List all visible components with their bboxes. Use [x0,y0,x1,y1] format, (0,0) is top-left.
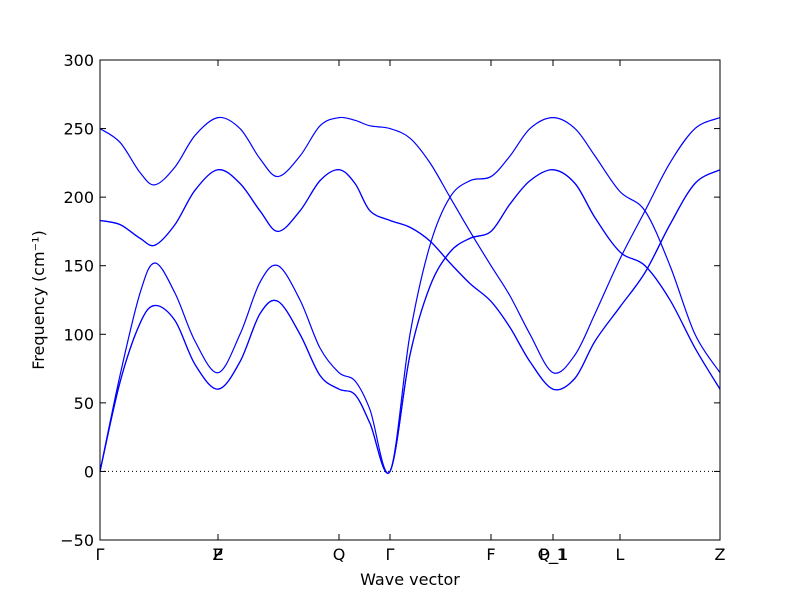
y-tick-label: 200 [63,188,94,207]
y-tick-label: 50 [74,394,94,413]
x-tick-label: P_1 [539,545,567,565]
y-tick-label: −50 [60,531,94,550]
y-tick-label: 250 [63,120,94,139]
x-tick-label: Z [715,545,726,564]
plot-frame [99,59,721,541]
y-tick-label: 0 [84,462,94,481]
y-axis-label: Frequency (cm⁻¹) [29,230,48,369]
y-tick-label: 150 [63,257,94,276]
x-tick-label: L [616,545,625,564]
band-line [99,116,721,474]
x-tick-label: P [213,545,223,564]
x-axis-label: Wave vector [360,570,460,589]
band-line [99,169,721,474]
x-tick-label: Γ [96,545,105,564]
x-tick-label: Q [333,545,346,564]
y-tick-label: 100 [63,325,94,344]
x-tick-label: F [486,545,495,564]
x-tick-label: Γ [386,545,395,564]
x-tick-label: Z [213,545,224,564]
x-tick-label: Q_1 [538,545,569,565]
y-tick-label: 300 [63,51,94,70]
band-line [99,169,721,474]
band-line [99,169,721,391]
band-line [99,116,721,374]
